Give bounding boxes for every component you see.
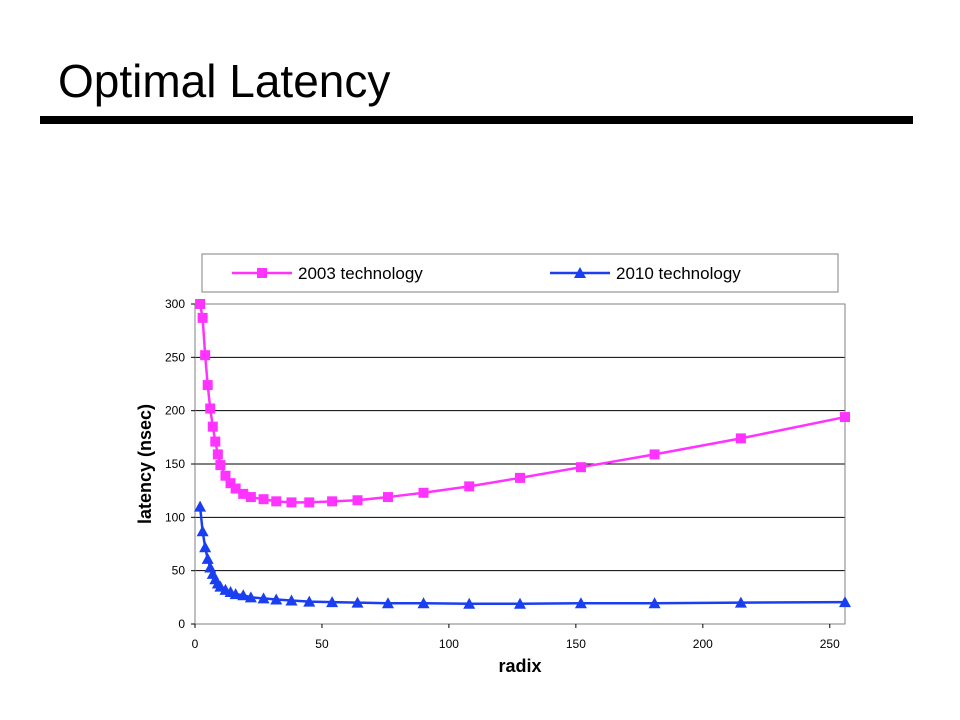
x-tick-label: 50	[315, 637, 329, 651]
data-point-triangle	[326, 596, 339, 608]
data-point-triangle	[463, 597, 476, 609]
x-tick-label: 200	[693, 637, 713, 651]
series-line	[198, 506, 846, 605]
y-tick-label: 100	[165, 510, 185, 524]
data-point-square	[735, 433, 746, 444]
data-point-triangle	[351, 596, 364, 608]
data-point-square	[257, 268, 267, 278]
data-point-square	[649, 449, 660, 460]
data-point-triangle	[303, 595, 316, 607]
data-point-square	[515, 472, 525, 483]
data-point-square	[212, 449, 223, 460]
data-point-triangle	[514, 597, 526, 609]
chart-axis-labels: 0 50 100 150 200 250 300 0 50 100 150 200 250	[165, 297, 840, 651]
data-point-square	[225, 478, 236, 489]
data-point-triangle	[648, 597, 661, 609]
data-point-square	[197, 312, 208, 323]
data-point-square	[464, 481, 475, 492]
chart-legend: 2003 technology 2010 technology	[201, 253, 839, 293]
data-point-triangle	[417, 597, 430, 609]
legend-label: 2010 technology	[616, 264, 741, 283]
legend-label: 2003 technology	[298, 264, 423, 283]
data-point-triangle	[196, 525, 209, 537]
data-point-triangle	[574, 597, 587, 609]
data-point-square	[245, 492, 256, 503]
data-point-triangle	[237, 589, 250, 601]
data-point-triangle	[194, 500, 207, 512]
data-point-triangle	[734, 596, 747, 608]
data-point-square	[200, 350, 211, 361]
title-underline	[40, 116, 913, 124]
data-point-square	[418, 487, 429, 498]
y-tick-label: 150	[165, 457, 185, 471]
x-tick-label: 0	[192, 637, 199, 651]
data-point-triangle	[244, 591, 257, 603]
y-tick-label: 50	[172, 564, 186, 578]
series-1	[195, 299, 850, 508]
x-tick-label: 250	[820, 637, 840, 651]
chart-gridlines	[195, 303, 845, 625]
data-point-square	[205, 403, 216, 414]
y-tick-label: 200	[165, 404, 185, 418]
data-point-triangle	[574, 267, 586, 278]
data-point-triangle	[839, 596, 851, 608]
data-point-square	[382, 492, 393, 503]
data-point-triangle	[285, 594, 298, 606]
data-point-square	[840, 412, 850, 423]
data-point-square	[286, 497, 297, 508]
x-tick-label: 150	[566, 637, 586, 651]
chart-series	[194, 299, 851, 609]
data-point-square	[207, 421, 218, 432]
x-axis-title: radix	[498, 656, 541, 676]
data-point-square	[230, 483, 241, 494]
series-line	[198, 303, 846, 504]
data-point-square	[210, 436, 221, 447]
data-point-triangle	[229, 588, 242, 600]
data-point-square	[575, 462, 586, 473]
y-tick-label: 250	[165, 350, 185, 364]
data-point-square	[202, 380, 213, 391]
y-tick-label: 300	[165, 297, 185, 311]
x-tick-label: 100	[439, 637, 459, 651]
data-point-square	[352, 495, 363, 506]
data-point-square	[271, 496, 282, 507]
data-point-square	[215, 460, 226, 471]
y-axis-title: latency (nsec)	[135, 404, 155, 524]
data-point-triangle	[199, 541, 212, 553]
data-point-triangle	[381, 597, 394, 609]
data-point-square	[238, 488, 249, 499]
y-tick-label: 0	[178, 617, 185, 631]
data-point-square	[220, 470, 231, 481]
series-2	[194, 500, 851, 609]
data-point-square	[327, 496, 338, 507]
data-point-square	[258, 494, 269, 505]
data-point-triangle	[257, 592, 270, 604]
legend-box	[201, 253, 839, 293]
data-point-triangle	[201, 552, 214, 564]
data-point-square	[195, 299, 206, 309]
slide-title: Optimal Latency	[58, 55, 391, 107]
data-point-triangle	[270, 593, 283, 605]
data-point-square	[304, 497, 315, 508]
